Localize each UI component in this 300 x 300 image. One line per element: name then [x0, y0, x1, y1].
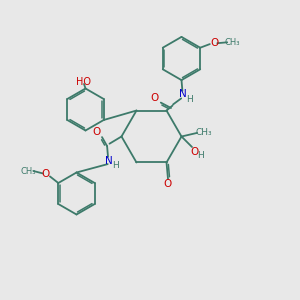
Text: H: H	[112, 161, 119, 170]
Text: O: O	[164, 179, 172, 189]
Text: CH₃: CH₃	[225, 38, 240, 47]
Text: H: H	[197, 152, 204, 160]
Text: H: H	[186, 95, 193, 104]
Text: O: O	[190, 147, 199, 158]
Text: N: N	[105, 155, 112, 166]
Text: O: O	[42, 169, 50, 179]
Text: HO: HO	[76, 77, 91, 87]
Text: N: N	[179, 89, 187, 100]
Text: O: O	[93, 127, 101, 137]
Text: O: O	[151, 93, 159, 103]
Text: CH₃: CH₃	[21, 167, 36, 176]
Text: CH₃: CH₃	[195, 128, 212, 137]
Text: O: O	[210, 38, 218, 48]
